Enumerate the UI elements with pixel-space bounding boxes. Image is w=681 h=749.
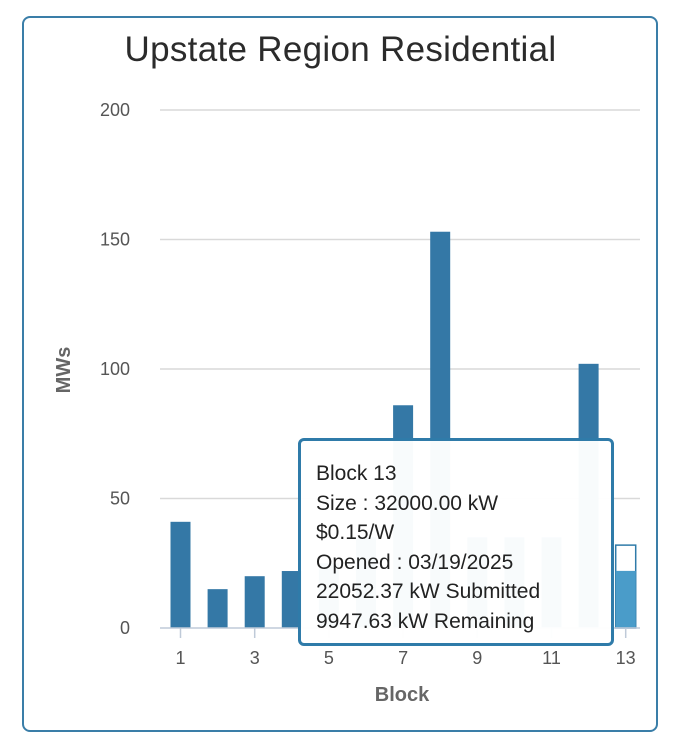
y-tick-label: 50: [110, 489, 130, 509]
tooltip: Block 13 Size : 32000.00 kW $0.15/W Open…: [298, 438, 614, 646]
x-axis-title: Block: [375, 684, 430, 706]
y-tick-label: 0: [120, 618, 130, 638]
tooltip-line-size: Size : 32000.00 kW: [316, 491, 499, 515]
tooltip-line-submitted: 22052.37 kW Submitted: [316, 580, 541, 604]
tooltip-line-block: Block 13: [316, 462, 397, 485]
x-tick-label: 13: [616, 648, 636, 668]
y-tick-label: 150: [100, 230, 130, 250]
x-tick-label: 7: [398, 648, 408, 668]
bar[interactable]: [281, 571, 302, 628]
x-tick-label: 11: [542, 648, 561, 668]
tooltip-line-remaining: 9947.63 kW Remaining: [316, 609, 535, 633]
bar[interactable]: [207, 589, 228, 628]
x-tick-label: 3: [250, 648, 260, 668]
bar[interactable]: [244, 576, 265, 628]
tooltip-line-price: $0.15/W: [316, 521, 395, 545]
chart-title: Upstate Region Residential: [124, 30, 557, 69]
x-tick-label: 5: [324, 648, 334, 668]
y-tick-label: 200: [100, 100, 130, 120]
bar[interactable]: [170, 521, 191, 628]
y-axis-title: MWs: [53, 347, 75, 394]
tooltip-line-opened: Opened : 03/19/2025: [316, 550, 514, 574]
x-tick-label: 9: [472, 648, 482, 668]
y-tick-label: 100: [100, 359, 130, 379]
bar-submitted[interactable]: [615, 570, 636, 628]
x-tick-label: 1: [175, 648, 185, 668]
